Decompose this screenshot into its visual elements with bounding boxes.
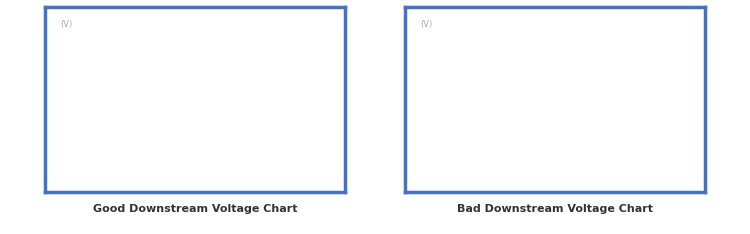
Text: (V): (V): [60, 20, 72, 29]
Text: Bad Downstream Voltage Chart: Bad Downstream Voltage Chart: [457, 204, 653, 214]
Text: Good Downstream Voltage Chart: Good Downstream Voltage Chart: [93, 204, 297, 214]
Text: (V): (V): [420, 20, 432, 29]
